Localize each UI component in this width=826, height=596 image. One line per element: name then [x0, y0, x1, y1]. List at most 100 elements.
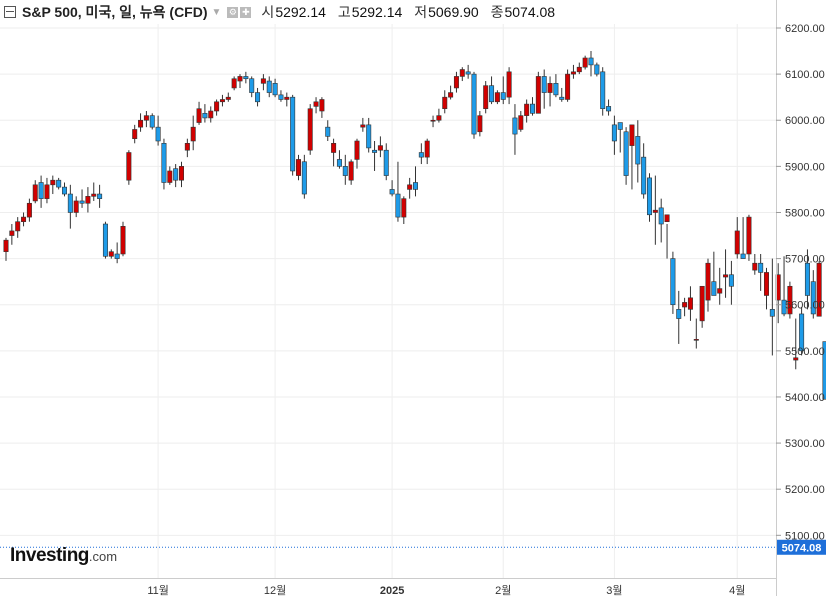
candle: [155, 115, 161, 146]
low-value: 5069.90: [428, 4, 479, 20]
candle-body: [184, 143, 190, 151]
candle-body: [524, 103, 530, 116]
grid: [0, 24, 776, 578]
candle: [436, 108, 442, 123]
candle: [56, 177, 62, 190]
candles: [3, 51, 826, 400]
candle: [295, 154, 301, 181]
candle: [319, 97, 325, 118]
candle-body: [646, 177, 652, 216]
candle-body: [407, 184, 413, 190]
candle: [342, 154, 348, 185]
candle-body: [97, 193, 103, 199]
candle: [565, 69, 571, 102]
candle: [506, 67, 512, 105]
candle-body: [693, 339, 699, 341]
candle-body: [781, 299, 787, 315]
candle: [26, 198, 32, 222]
candle-body: [448, 92, 454, 98]
candle-body: [769, 309, 775, 317]
candle-body: [547, 83, 553, 93]
candle: [453, 71, 459, 93]
chart-header: S&P 500, 미국, 일, 뉴욕 (CFD) ▼ ⚙ ✚ 시5292.14 …: [0, 0, 776, 24]
candle: [67, 184, 73, 229]
instrument-title[interactable]: S&P 500, 미국, 일, 뉴욕 (CFD): [22, 4, 208, 20]
candle-body: [535, 76, 541, 114]
menu-icon[interactable]: [4, 6, 16, 18]
candle-body: [658, 207, 664, 225]
candle: [611, 115, 617, 155]
candle-body: [243, 76, 249, 80]
price-tag-box: [777, 539, 826, 555]
candle: [693, 318, 699, 349]
candle-body: [541, 76, 547, 93]
candle: [3, 237, 9, 261]
candle-body: [138, 119, 144, 128]
candle-body: [56, 179, 62, 188]
candle-body: [336, 159, 342, 167]
candle-body: [173, 168, 179, 181]
gear-icon[interactable]: ✚: [240, 6, 252, 18]
candle: [746, 214, 752, 261]
candle-body: [436, 115, 442, 121]
candle: [553, 74, 559, 98]
candle-body: [728, 274, 734, 287]
y-tick-label: 5800.00: [785, 207, 825, 219]
candle: [290, 94, 296, 176]
candle: [15, 217, 21, 238]
candle: [576, 62, 582, 75]
candle-body: [255, 92, 261, 103]
candle-body: [529, 103, 535, 114]
candle-body: [319, 99, 325, 112]
candle: [763, 267, 769, 310]
candle-body: [85, 196, 91, 204]
candle-body: [617, 122, 623, 130]
candle-body: [752, 262, 758, 271]
candle-body: [108, 251, 114, 257]
candle: [804, 249, 810, 310]
candle: [489, 76, 495, 105]
candle: [483, 81, 489, 114]
candle-body: [635, 136, 641, 165]
candle: [477, 111, 483, 137]
chevron-down-icon[interactable]: ▼: [211, 6, 222, 18]
candle: [161, 138, 167, 190]
candle: [617, 122, 623, 153]
candle: [664, 214, 670, 259]
candle-body: [249, 78, 255, 93]
candle-body: [746, 216, 752, 255]
candle-body: [822, 341, 826, 400]
candle: [529, 97, 535, 116]
candle: [366, 117, 372, 153]
candle-body: [149, 115, 155, 128]
investing-logo: Investing.com: [10, 545, 117, 567]
candle-body: [44, 184, 50, 199]
candle: [816, 260, 822, 317]
y-tick-label: 5900.00: [785, 161, 825, 173]
candle: [430, 115, 436, 128]
candle: [325, 120, 331, 141]
candle: [588, 51, 594, 77]
candle: [219, 94, 225, 107]
candle-body: [179, 166, 185, 181]
candle: [149, 113, 155, 130]
x-tick-label: 2025: [380, 585, 404, 596]
candle: [336, 150, 342, 169]
candle: [21, 212, 27, 227]
y-tick-label: 5100.00: [785, 530, 825, 542]
candle-body: [266, 80, 272, 93]
candle: [758, 253, 764, 291]
candle-body: [734, 230, 740, 255]
candle: [38, 175, 44, 208]
candle-body: [372, 149, 378, 153]
candle-body: [196, 108, 202, 123]
close-label: 종: [490, 4, 504, 20]
candle-body: [705, 262, 711, 301]
settings-icon[interactable]: ⚙: [227, 6, 239, 18]
candle-body: [641, 156, 647, 195]
candle-body: [284, 96, 290, 100]
candle: [629, 124, 635, 190]
candle-body: [167, 170, 173, 183]
candle-body: [290, 96, 296, 172]
